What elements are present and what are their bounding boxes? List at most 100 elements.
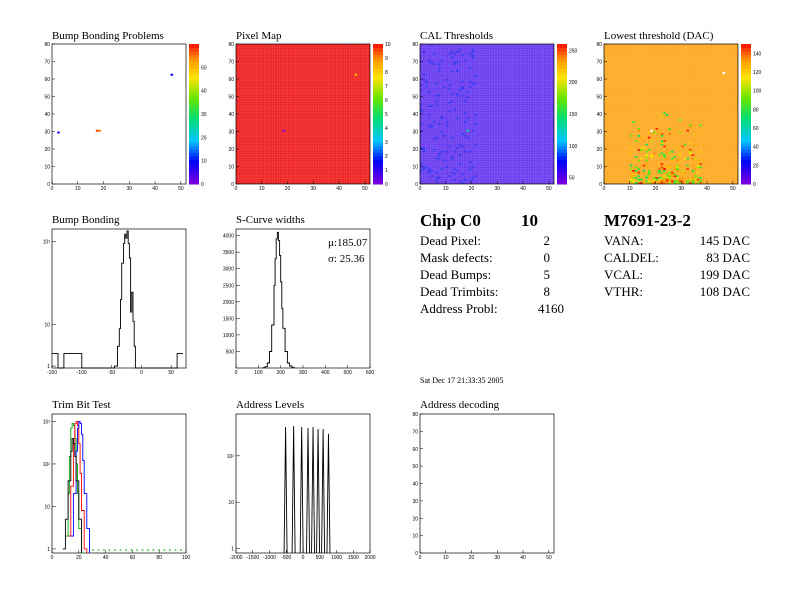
noisy-cell — [681, 170, 684, 172]
chip-row-value: 4160 — [538, 301, 564, 316]
stat-mu: μ:185.07 — [328, 237, 368, 249]
palette-cell — [189, 177, 199, 181]
palette-cell — [557, 86, 567, 90]
cell — [466, 136, 469, 139]
noisy-cell — [650, 182, 653, 184]
palette-cell — [557, 51, 567, 55]
palette-cell — [373, 156, 383, 160]
x-tick-label: 20 — [469, 186, 475, 192]
y-tick-label: 1 — [231, 547, 234, 553]
title-pixel-map: Pixel Map — [236, 30, 282, 42]
noisy-cell — [660, 182, 664, 184]
cell — [463, 100, 467, 102]
cell — [453, 61, 457, 64]
cell — [422, 149, 426, 151]
noisy-cell — [668, 177, 671, 179]
title-scurve-widths: S-Curve widths — [236, 214, 305, 226]
x-tick-label: 40 — [336, 186, 342, 192]
palette-cell — [373, 86, 383, 90]
noisy-cell — [673, 180, 677, 183]
cell — [468, 80, 472, 83]
palette-tick-label: 200 — [569, 80, 578, 86]
y-tick-label: 10 — [44, 504, 50, 510]
x-tick-label: 20 — [101, 186, 107, 192]
palette-tick-label: 0 — [753, 182, 756, 188]
y-tick-label: 20 — [228, 147, 234, 153]
noisy-cell — [696, 166, 700, 169]
noisy-cell — [691, 157, 695, 160]
noisy-cell — [640, 178, 643, 181]
palette-cell — [741, 79, 751, 83]
noisy-cell — [699, 180, 702, 183]
palette-tick-label: 40 — [753, 145, 759, 151]
noisy-cell — [668, 182, 671, 184]
palette-cell — [741, 110, 751, 115]
cell — [471, 56, 475, 58]
module-row-label: VANA: — [604, 233, 644, 248]
noisy-cell — [650, 140, 653, 142]
noisy-cell — [645, 150, 648, 153]
x-tick-label: 40 — [103, 555, 109, 561]
palette-cell — [373, 89, 383, 94]
palette-cell — [741, 47, 751, 52]
title-lowest-threshold: Lowest threshold (DAC) — [604, 30, 714, 42]
palette-cell — [373, 79, 383, 83]
cell — [435, 94, 439, 97]
chip-label: Chip C0 — [420, 211, 481, 230]
cell — [450, 93, 454, 95]
x-tick-label: 40 — [520, 186, 526, 192]
cell — [474, 114, 477, 116]
x-tick-label: 10 — [75, 186, 81, 192]
palette-cell — [557, 159, 567, 164]
x-tick-label: 60 — [130, 555, 136, 561]
noisy-cell — [665, 178, 669, 181]
palette-cell — [741, 86, 751, 90]
chip-row: Address Probl: 4160 — [420, 301, 564, 318]
cell — [438, 94, 441, 97]
palette-cell — [741, 117, 751, 122]
x-tick-label: -1500 — [246, 555, 259, 561]
y-tick-label: 70 — [596, 60, 602, 66]
cell — [445, 150, 449, 153]
noisy-cell — [642, 140, 646, 142]
noisy-cell — [645, 175, 648, 177]
y-tick-label: 10³ — [43, 419, 51, 425]
palette-cell — [373, 82, 383, 87]
chip-row: Dead Pixel: 2 — [420, 233, 560, 250]
noisy-cell — [678, 180, 682, 183]
noisy-cell — [689, 126, 692, 128]
x-tick-label: 30 — [495, 186, 501, 192]
x-tick-label: 100 — [182, 555, 191, 561]
noisy-cell — [660, 152, 664, 155]
series-line — [52, 230, 183, 369]
palette-cell — [557, 100, 567, 104]
noisy-cell — [663, 178, 666, 181]
noisy-cell — [691, 180, 695, 183]
chip-summary: Chip C0 10 Dead Pixel: 2 Mask defects: 0 D… — [420, 211, 564, 318]
noisy-cell — [652, 180, 656, 183]
x-tick-label: 30 — [495, 555, 501, 561]
noisy-cell — [694, 157, 697, 160]
noisy-cell — [665, 180, 669, 183]
title-bump-bonding: Bump Bonding — [52, 214, 120, 226]
palette-cell — [373, 163, 383, 167]
noisy-cell — [663, 170, 666, 172]
cell — [445, 166, 449, 169]
palette-cell — [373, 100, 383, 104]
bar — [283, 426, 288, 554]
module-row: VCAL: 199 DAC — [604, 267, 754, 284]
module-row: VTHR: 108 DAC — [604, 284, 754, 301]
y-tick-label: 30 — [44, 130, 50, 136]
cell — [458, 180, 462, 183]
palette-cell — [557, 131, 567, 136]
palette-cell — [741, 145, 751, 150]
palette-cell — [373, 152, 383, 157]
palette-cell — [741, 124, 751, 129]
cell — [448, 110, 451, 113]
noisy-cell — [660, 140, 664, 142]
noisy-cell — [694, 175, 697, 177]
y-tick-label: 1 — [47, 364, 50, 370]
palette-cell — [741, 44, 751, 48]
noisy-cell — [696, 177, 700, 179]
